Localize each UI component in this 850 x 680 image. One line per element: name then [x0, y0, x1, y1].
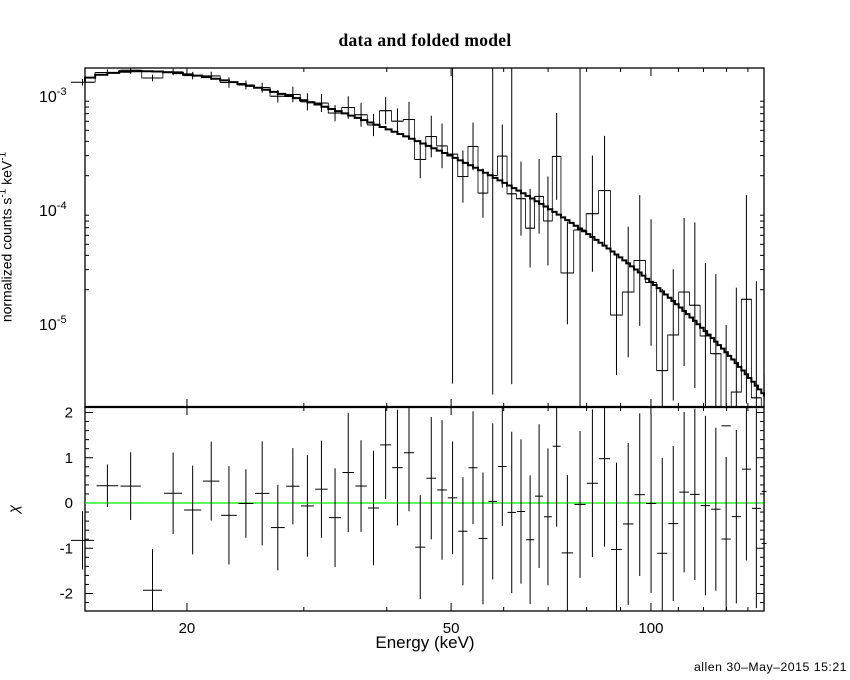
svg-text:20: 20	[179, 620, 196, 637]
svg-text:10-3: 10-3	[39, 86, 67, 106]
svg-text:10-5: 10-5	[39, 314, 67, 334]
svg-text:10-4: 10-4	[39, 200, 67, 220]
svg-text:50: 50	[443, 620, 460, 637]
svg-text:0: 0	[65, 495, 73, 512]
svg-text:2: 2	[65, 405, 73, 422]
svg-text:-1: -1	[60, 540, 73, 557]
svg-text:-2: -2	[60, 586, 73, 603]
svg-text:1: 1	[65, 450, 73, 467]
svg-text:100: 100	[638, 620, 663, 637]
